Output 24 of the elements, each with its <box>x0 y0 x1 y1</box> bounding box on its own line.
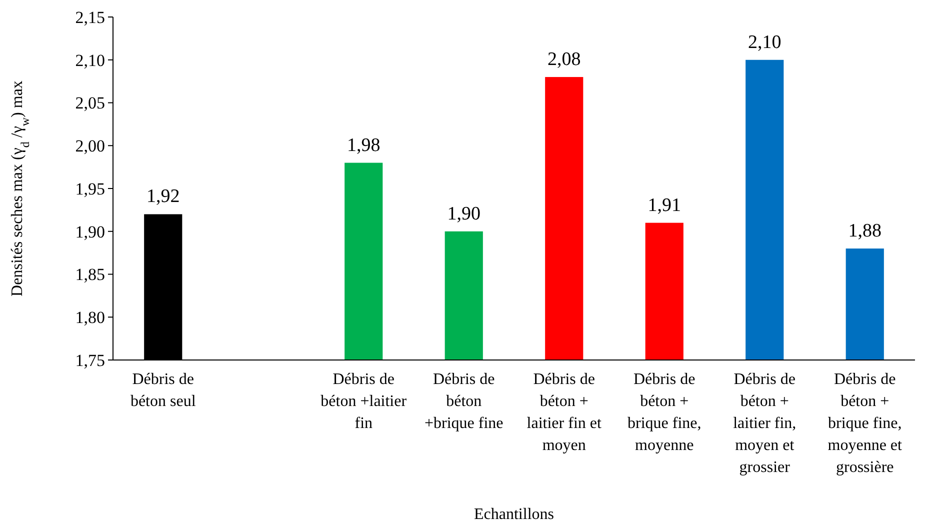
y-tick-label: 2,15 <box>75 8 105 27</box>
data-label: 1,88 <box>848 220 882 242</box>
y-tick-label: 1,95 <box>75 179 105 198</box>
x-tick-label: Débris de béton + laitier fin, moyen et grossier <box>733 371 796 476</box>
y-tick-label: 1,85 <box>75 265 105 284</box>
x-tick-label: Débris de béton seul <box>130 371 196 410</box>
data-label: 1,90 <box>447 203 480 224</box>
x-tick-label: Débris de béton +brique fine <box>424 371 504 432</box>
y-tick-label: 1,80 <box>75 308 105 328</box>
data-label: 1,98 <box>347 134 380 156</box>
y-tick-label: 2,05 <box>75 94 105 113</box>
x-tick-label: Débris de béton +laitier fin <box>320 371 408 432</box>
data-label: 2,08 <box>548 49 581 70</box>
y-tick-label: 2,00 <box>75 136 105 156</box>
y-tick-label: 1,75 <box>75 350 105 370</box>
y-tick-label: 1,90 <box>75 222 105 242</box>
x-tick-label: Débris de béton + brique fine, moyenne et grossière <box>828 371 903 476</box>
data-label: 1,91 <box>648 194 681 216</box>
x-tick-label: Débris de béton + laitier fin et moyen <box>526 371 602 454</box>
x-axis-title: Echantillons <box>474 506 554 523</box>
data-label: 1,92 <box>146 186 180 208</box>
y-tick-label: 2,10 <box>75 50 105 70</box>
x-tick-label: Débris de béton + brique fine, moyenne <box>628 371 702 454</box>
data-label: 2,10 <box>748 32 782 53</box>
